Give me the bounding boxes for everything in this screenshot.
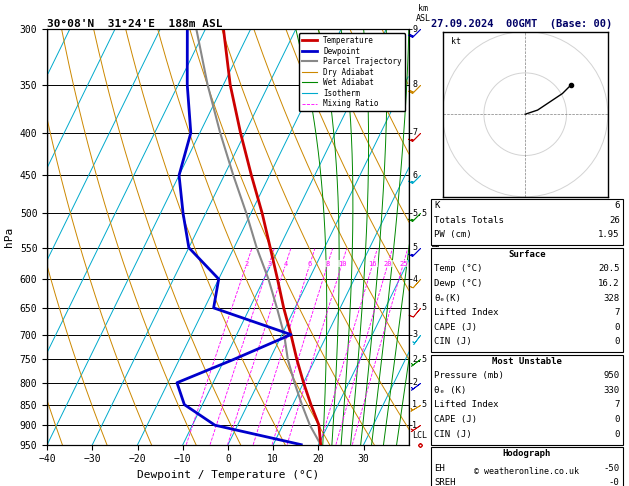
Text: 0: 0 <box>614 323 620 332</box>
Text: 330: 330 <box>603 386 620 395</box>
Text: 20.5: 20.5 <box>598 264 620 274</box>
Text: -50: -50 <box>603 464 620 473</box>
Text: 20: 20 <box>384 260 392 267</box>
Text: CAPE (J): CAPE (J) <box>434 415 477 424</box>
Text: 950: 950 <box>603 371 620 381</box>
Text: 10: 10 <box>338 260 346 267</box>
Text: CIN (J): CIN (J) <box>434 430 472 439</box>
Text: 7: 7 <box>614 400 620 410</box>
Text: 30°08'N  31°24'E  188m ASL: 30°08'N 31°24'E 188m ASL <box>47 19 223 30</box>
Text: Mixing Ratio (g/kg): Mixing Ratio (g/kg) <box>433 231 442 327</box>
Text: 4: 4 <box>284 260 288 267</box>
Text: 0: 0 <box>614 337 620 347</box>
Text: Lifted Index: Lifted Index <box>434 400 499 410</box>
Text: 2: 2 <box>413 378 418 387</box>
Text: 1: 1 <box>413 421 418 430</box>
Text: 2: 2 <box>245 260 249 267</box>
Text: Pressure (mb): Pressure (mb) <box>434 371 504 381</box>
Text: 3.5: 3.5 <box>413 303 428 312</box>
Text: EH: EH <box>434 464 445 473</box>
Text: 7: 7 <box>413 128 418 138</box>
Text: 1.95: 1.95 <box>598 230 620 240</box>
Legend: Temperature, Dewpoint, Parcel Trajectory, Dry Adiabat, Wet Adiabat, Isotherm, Mi: Temperature, Dewpoint, Parcel Trajectory… <box>299 33 405 111</box>
Text: SREH: SREH <box>434 478 455 486</box>
Text: 328: 328 <box>603 294 620 303</box>
Text: 25: 25 <box>399 260 408 267</box>
Text: CAPE (J): CAPE (J) <box>434 323 477 332</box>
Text: K: K <box>434 201 440 210</box>
Text: 1.5: 1.5 <box>413 400 428 409</box>
Text: 26: 26 <box>609 216 620 225</box>
Text: 8: 8 <box>413 80 418 89</box>
Text: Totals Totals: Totals Totals <box>434 216 504 225</box>
Text: 9: 9 <box>413 25 418 34</box>
Text: 6: 6 <box>413 171 418 180</box>
Text: 0: 0 <box>614 430 620 439</box>
Text: PW (cm): PW (cm) <box>434 230 472 240</box>
Text: km
ASL: km ASL <box>416 4 431 23</box>
Text: Dewp (°C): Dewp (°C) <box>434 279 482 288</box>
Text: 2.5: 2.5 <box>413 355 428 364</box>
Text: 16: 16 <box>369 260 377 267</box>
Text: Surface: Surface <box>508 250 545 259</box>
Text: θₑ(K): θₑ(K) <box>434 294 461 303</box>
Text: 0: 0 <box>614 415 620 424</box>
Text: Hodograph: Hodograph <box>503 449 551 458</box>
Text: 8: 8 <box>326 260 330 267</box>
Text: -0: -0 <box>609 478 620 486</box>
Text: LCL: LCL <box>413 431 428 439</box>
Text: 3: 3 <box>413 330 418 339</box>
Text: Most Unstable: Most Unstable <box>492 357 562 366</box>
Text: 16.2: 16.2 <box>598 279 620 288</box>
Text: 6: 6 <box>308 260 312 267</box>
Text: 5.5: 5.5 <box>413 209 428 218</box>
Text: 27.09.2024  00GMT  (Base: 00): 27.09.2024 00GMT (Base: 00) <box>431 19 612 30</box>
Text: Temp (°C): Temp (°C) <box>434 264 482 274</box>
Y-axis label: hPa: hPa <box>4 227 14 247</box>
Text: 3: 3 <box>267 260 271 267</box>
Text: 6: 6 <box>614 201 620 210</box>
Text: 4: 4 <box>413 275 418 283</box>
Text: © weatheronline.co.uk: © weatheronline.co.uk <box>474 467 579 476</box>
Text: θₑ (K): θₑ (K) <box>434 386 466 395</box>
Text: 7: 7 <box>614 308 620 317</box>
Text: CIN (J): CIN (J) <box>434 337 472 347</box>
Text: kt: kt <box>451 37 461 46</box>
Text: Lifted Index: Lifted Index <box>434 308 499 317</box>
Text: 5: 5 <box>413 243 418 252</box>
X-axis label: Dewpoint / Temperature (°C): Dewpoint / Temperature (°C) <box>137 470 319 480</box>
